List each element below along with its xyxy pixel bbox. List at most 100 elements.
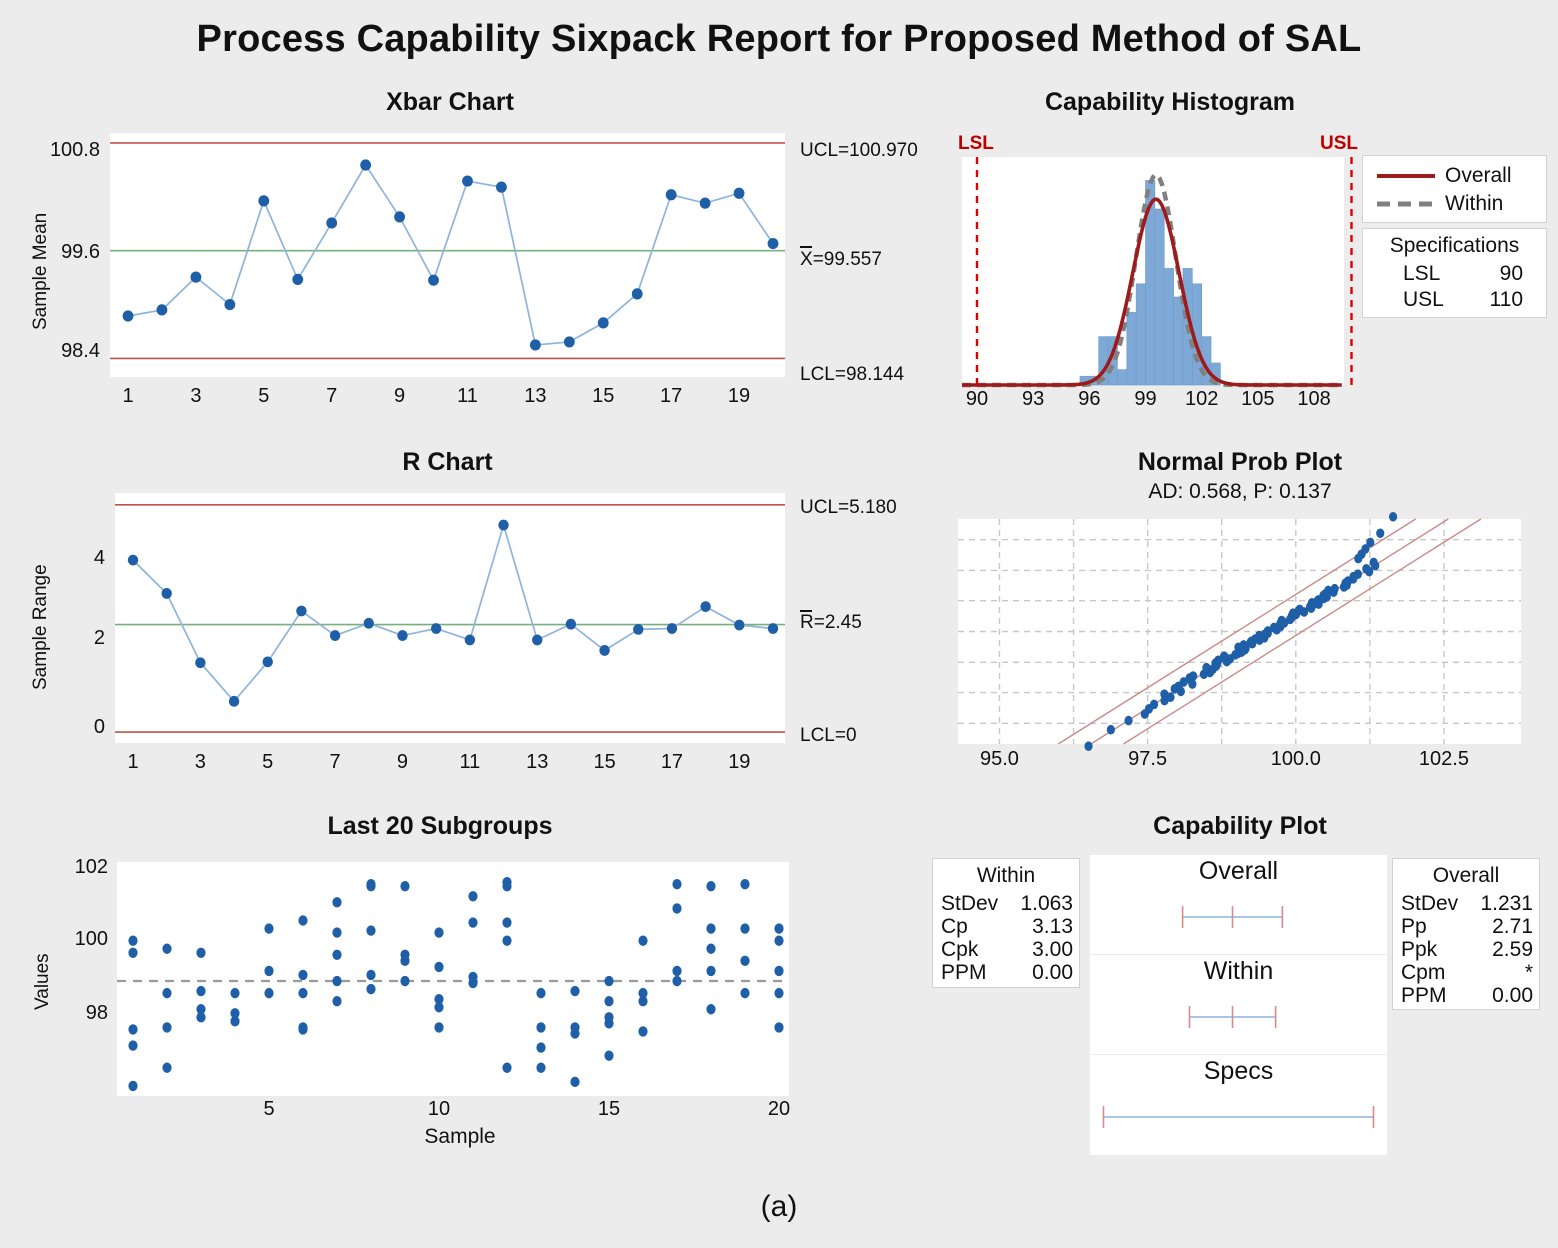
hist-xticks-3: 99 [1134,388,1157,410]
r-chart-center-symbol: R [800,610,814,633]
r-chart-data-point [195,657,206,669]
overall-row-2-value: 2.59 [1492,938,1533,961]
subgroup-data-point [332,897,342,908]
probplot-subtitle: AD: 0.568, P: 0.137 [1148,480,1332,503]
subg-xticks-2: 15 [597,1098,621,1120]
subgroup-data-point [536,1062,546,1073]
subgroup-data-point [298,915,308,926]
subgroup-data-point [434,927,444,938]
subgroup-data-point [298,969,308,981]
subgroup-data-point [434,1002,444,1013]
hist-xticks-0: 90 [965,388,989,410]
within-row-3-value: 0.00 [1032,961,1073,984]
r-chart-data-point [734,619,745,631]
specifications-table: Specifications LSL 90 USL 110 [1362,228,1547,318]
xbar-data-point [326,217,338,229]
subgroup-data-point [536,1022,546,1033]
subgroup-data-point [740,955,750,967]
xbar-data-point [733,187,745,199]
histogram-plot-area [962,157,1353,388]
capability-plot-title: Capability Plot [1153,812,1327,840]
subgroup-data-point [162,1062,172,1073]
histogram-lsl-marker-label: LSL [958,133,994,154]
subgroup-data-point [128,1040,138,1051]
subgroup-data-point [672,878,682,890]
subgroups-ytick-1: 100 [74,928,108,950]
subgroup-data-point [468,891,478,902]
within-row-1-value: 3.13 [1032,915,1073,938]
subgroup-data-point [502,935,512,946]
xbar-data-point [122,310,134,322]
subgroup-data-point [400,955,410,967]
xbar-ucl-label: UCL=100.970 [800,140,918,161]
r-chart-ytick-1: 2 [93,627,105,649]
subgroup-data-point [128,947,138,958]
probplot-data-point [1369,557,1378,568]
xbar-data-point [462,175,473,187]
subgroup-data-point [740,987,750,999]
histogram-bar [1126,312,1137,386]
subgroup-data-point [604,995,614,1007]
histogram-usl-marker-label: USL [1320,133,1358,154]
subgroup-data-point [264,923,274,934]
probplot-data-point [1189,671,1198,681]
capability-band-within-label: Within [1203,957,1274,985]
subgroup-data-point [672,965,682,977]
subgroup-data-point [162,987,172,999]
xbar-center-value: =99.557 [812,249,882,270]
subgroup-data-point [706,923,716,934]
legend-item-overall: Overall [1445,164,1512,187]
r-chart-data-point [599,645,610,656]
probplot-data-point [1220,651,1229,661]
r-chart-ytick-0: 4 [93,547,105,569]
prob-xticks-2: 100.0 [1270,748,1321,770]
subgroup-data-point [774,965,784,977]
probplot-data-point [1295,604,1304,615]
subgroup-data-point [604,975,614,987]
xbar-xticks-9: 19 [727,385,751,407]
rchart-xticks-8: 17 [660,751,684,773]
prob-xticks-0: 95.0 [980,748,1019,770]
xbar-ytick-2: 98.4 [61,340,100,362]
subgroup-data-point [672,975,682,987]
r-chart-data-point [498,519,509,531]
subgroup-data-point [536,987,546,999]
capability-band-specs: Specs [1090,1055,1387,1155]
r-chart-center-value: =2.45 [813,612,862,633]
subgroup-data-point [230,987,240,999]
capability-band-overall-label: Overall [1198,857,1279,885]
histogram-bar [1173,296,1184,386]
overall-row-0-value: 1.231 [1480,892,1533,915]
rchart-xticks-3: 7 [329,751,341,773]
subgroup-data-point [366,925,376,936]
rchart-xticks-6: 13 [526,751,549,773]
subgroup-data-point [468,917,478,928]
subgroup-data-point [638,995,648,1007]
subgroup-data-point [400,975,410,987]
r-chart-data-point [397,630,408,641]
subgroup-data-point [434,1022,444,1033]
within-row-1-key: Cp [941,915,968,938]
xbar-xticks-2: 5 [258,385,270,407]
subgroup-data-point [298,1024,308,1035]
xbar-data-point [292,273,304,285]
r-chart-data-point [633,624,644,635]
subgroup-data-point [604,1050,614,1061]
subgroup-data-point [706,943,716,954]
xbar-data-point [767,237,779,250]
xbar-y-axis-label: Sample Mean [30,212,51,330]
xbar-data-point [394,211,405,223]
subgroup-data-point [502,917,512,928]
subgroups-x-axis-label: Sample [424,1125,496,1148]
overall-row-3-value: * [1524,961,1533,984]
probplot-data-point [1362,563,1371,574]
r-chart-data-point [430,623,442,634]
subgroup-data-point [638,1026,648,1037]
xbar-xticks-3: 7 [326,385,338,407]
xbar-data-point [699,197,711,209]
subgroup-data-point [740,878,750,890]
probplot-data-point [1353,569,1362,579]
subg-xticks-0: 5 [263,1098,275,1120]
subgroups-plot-area [117,862,789,1096]
probplot-data-point [1269,622,1279,633]
